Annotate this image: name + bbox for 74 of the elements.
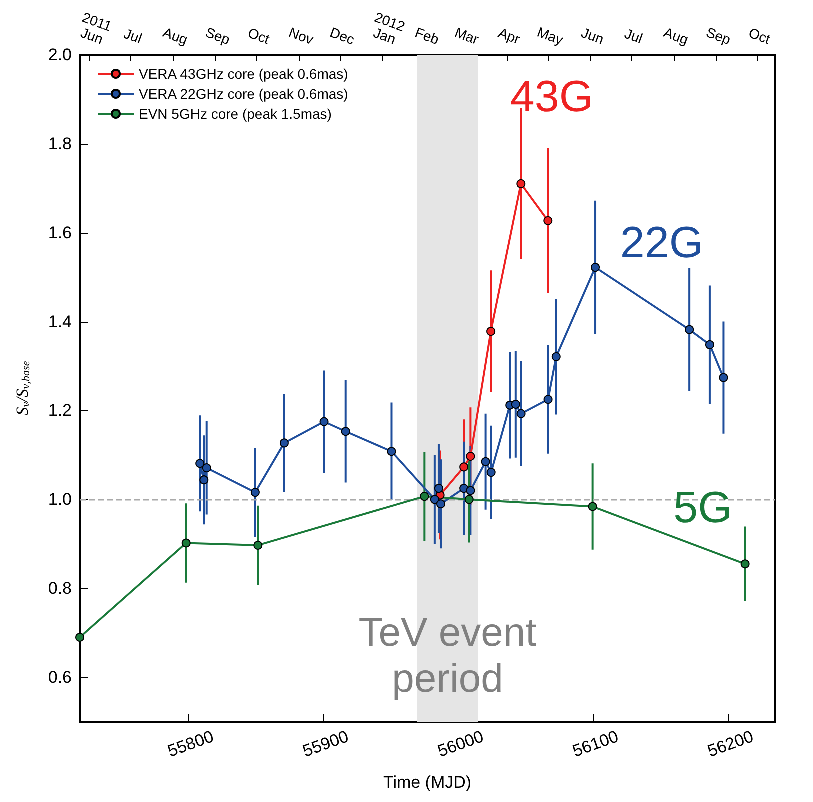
legend-label: VERA 22GHz core (peak 0.6mas) xyxy=(139,86,348,102)
point xyxy=(552,352,561,362)
x-axis-title: Time (MJD) xyxy=(383,773,472,792)
point xyxy=(588,502,598,512)
x2-tick-label: Apr xyxy=(496,24,523,48)
legend-label: EVN 5GHz core (peak 1.5mas) xyxy=(139,106,332,122)
point xyxy=(719,373,728,382)
point xyxy=(544,216,553,226)
x2-tick-label: Jul xyxy=(122,25,144,47)
point xyxy=(254,540,263,550)
point xyxy=(280,438,289,448)
point xyxy=(516,179,526,188)
x2-tick-label: Sep xyxy=(204,24,233,48)
annotation: 43G xyxy=(510,72,594,122)
y-tick-label: 0.6 xyxy=(48,668,72,688)
x2-tick-label: Aug xyxy=(161,24,190,48)
annotation: 5G xyxy=(674,484,732,532)
y-tick-label: 1.4 xyxy=(48,312,72,332)
point xyxy=(481,457,490,466)
point xyxy=(196,459,205,468)
x2-tick-label: Dec xyxy=(328,24,357,48)
y-tick-label: 0.8 xyxy=(48,579,72,598)
x-tick-label: 56200 xyxy=(705,726,756,761)
band-label: TeV event period xyxy=(358,611,537,701)
x2-tick-label: Aug xyxy=(662,24,691,48)
x-tick-label: 55800 xyxy=(165,726,216,761)
point xyxy=(200,476,209,485)
x2-tick-label: 2011 Jun xyxy=(78,9,114,48)
point xyxy=(544,395,553,404)
point xyxy=(511,400,520,410)
point xyxy=(516,409,526,418)
x2-tick-label: Jun xyxy=(580,24,606,48)
point xyxy=(740,560,750,569)
point xyxy=(341,427,350,436)
point xyxy=(430,495,440,504)
point xyxy=(320,417,329,426)
legend-label: VERA 43GHz core (peak 0.6mas) xyxy=(139,66,348,82)
point xyxy=(466,486,476,496)
y-axis-title: Sν/Sν,base xyxy=(13,361,32,416)
x2-tick-label: Sep xyxy=(704,24,734,48)
point xyxy=(486,327,496,336)
y-tick-label: 2.0 xyxy=(48,46,72,64)
point xyxy=(591,263,600,272)
point xyxy=(466,452,476,462)
point xyxy=(387,447,396,456)
y-tick-label: 1.2 xyxy=(48,401,72,420)
annotation: 22G xyxy=(620,218,704,268)
point xyxy=(436,500,446,509)
point xyxy=(420,492,430,502)
y-tick-label: 1.0 xyxy=(48,490,72,510)
x-tick-label: 56000 xyxy=(435,726,486,761)
point xyxy=(460,462,469,472)
x2-tick-label: Oct xyxy=(746,24,773,48)
point xyxy=(685,325,694,334)
x2-tick-label: Oct xyxy=(246,24,272,48)
point xyxy=(434,484,444,494)
x2-tick-label: Nov xyxy=(287,24,316,48)
point xyxy=(705,340,714,350)
x2-tick-label: Mar xyxy=(452,24,482,48)
y-tick-label: 1.8 xyxy=(48,134,72,154)
point xyxy=(460,484,469,494)
point xyxy=(182,538,191,548)
x-tick-label: 56100 xyxy=(570,726,622,761)
y-tick-label: 1.6 xyxy=(48,223,72,242)
x2-tick-label: Feb xyxy=(413,24,442,48)
point xyxy=(202,464,212,473)
x-tick-label: 55900 xyxy=(300,726,352,761)
x2-tick-label: Jul xyxy=(622,25,646,47)
point xyxy=(250,488,260,498)
x2-tick-label: 2012 Jan xyxy=(372,9,408,48)
point xyxy=(464,495,474,504)
point xyxy=(486,468,496,478)
x2-tick-label: May xyxy=(535,24,566,48)
point xyxy=(76,633,84,642)
